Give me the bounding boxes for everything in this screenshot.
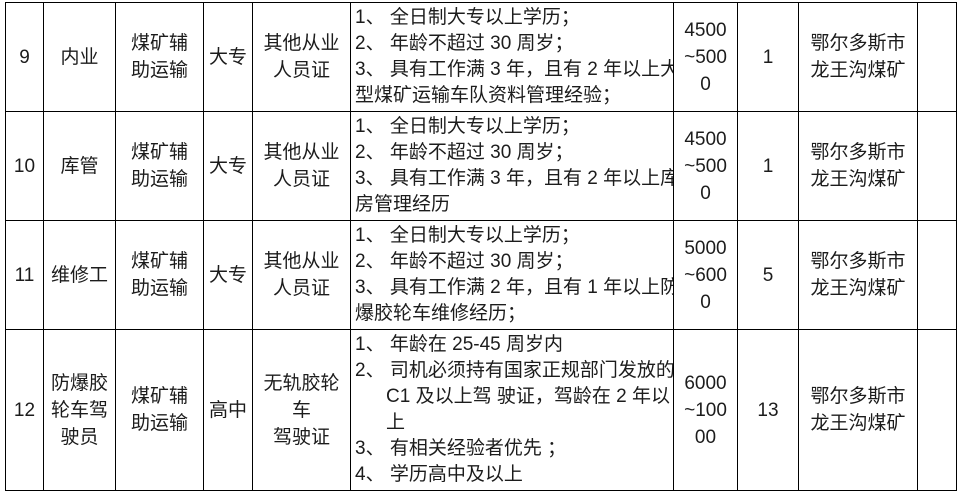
requirement-line: C1 及以上驾 驶证，驾龄在 2 年以	[386, 386, 670, 407]
requirement-line: 型煤矿运输车队资料管理经验；	[355, 85, 622, 106]
row-number-cell: 10	[5, 111, 44, 221]
requirements-cell: 1、 全日制大专以上学历； 2、 年龄不超过 30 周岁； 3、 具有工作满 2…	[350, 220, 674, 330]
requirement-line: 3、 有相关经验者优先 ；	[355, 438, 567, 459]
department-cell: 煤矿辅 助运输	[115, 220, 204, 330]
location-cell: 鄂尔多斯市 龙王沟煤矿	[798, 220, 918, 330]
department-cell: 煤矿辅 助运输	[115, 329, 204, 491]
note-cell	[917, 2, 957, 112]
table-row: 9 内业 煤矿辅 助运输 大专 其他从业 人员证 1、 全日制大专以上学历； 2…	[5, 2, 957, 112]
row-number-cell: 9	[5, 2, 44, 112]
salary-cell: 4500 ~500 0	[673, 111, 738, 221]
table-row: 11 维修工 煤矿辅 助运输 大专 其他从业 人员证 1、 全日制大专以上学历；…	[5, 220, 957, 330]
certificate-cell: 其他从业 人员证	[252, 111, 351, 221]
salary-cell: 6000 ~100 00	[673, 329, 738, 491]
note-cell	[917, 111, 957, 221]
row-number-cell: 11	[5, 220, 44, 330]
certificate-cell: 其他从业 人员证	[252, 220, 351, 330]
requirement-line: 4、 学历高中及以上	[355, 464, 523, 485]
note-cell	[917, 329, 957, 491]
location-cell: 鄂尔多斯市 龙王沟煤矿	[798, 329, 918, 491]
salary-cell: 5000 ~600 0	[673, 220, 738, 330]
requirement-line: 上	[386, 412, 406, 433]
headcount-cell: 1	[737, 111, 799, 221]
row-number-cell: 12	[5, 329, 44, 491]
position-cell: 内业	[43, 2, 116, 112]
location-cell: 鄂尔多斯市 龙王沟煤矿	[798, 2, 918, 112]
certificate-cell: 其他从业 人员证	[252, 2, 351, 112]
headcount-cell: 5	[737, 220, 799, 330]
requirement-line: 2、 年龄不超过 30 周岁；	[355, 251, 574, 272]
table-row: 10 库管 煤矿辅 助运输 大专 其他从业 人员证 1、 全日制大专以上学历； …	[5, 111, 957, 221]
education-cell: 高中	[203, 329, 253, 491]
requirement-line: 1、 年龄在 25-45 周岁内	[355, 334, 563, 355]
requirement-line: 2、 年龄不超过 30 周岁；	[355, 33, 574, 54]
job-recruitment-table: 9 内业 煤矿辅 助运输 大专 其他从业 人员证 1、 全日制大专以上学历； 2…	[5, 2, 957, 491]
requirement-line: 1、 全日制大专以上学历；	[355, 116, 580, 137]
requirement-line: 2、 年龄不超过 30 周岁；	[355, 142, 574, 163]
salary-cell: 4500 ~500 0	[673, 2, 738, 112]
requirement-line: 3、 具有工作满 2 年，且有 1 年以上防	[355, 277, 674, 298]
requirement-line: 房管理经历	[355, 194, 451, 215]
requirements-cell: 1、 年龄在 25-45 周岁内 2、 司机必须持有国家正规部门发放的 C1 及…	[350, 329, 674, 491]
position-cell: 防爆胶 轮车驾 驶员	[43, 329, 116, 491]
education-cell: 大专	[203, 220, 253, 330]
education-cell: 大专	[203, 111, 253, 221]
requirement-line: 3、 具有工作满 3 年，且有 2 年以上大	[355, 59, 674, 80]
table-row: 12 防爆胶 轮车驾 驶员 煤矿辅 助运输 高中 无轨胶轮 车 驾驶证 1、 年…	[5, 329, 957, 491]
requirements-cell: 1、 全日制大专以上学历； 2、 年龄不超过 30 周岁； 3、 具有工作满 3…	[350, 2, 674, 112]
location-cell: 鄂尔多斯市 龙王沟煤矿	[798, 111, 918, 221]
education-cell: 大专	[203, 2, 253, 112]
position-cell: 维修工	[43, 220, 116, 330]
requirements-cell: 1、 全日制大专以上学历； 2、 年龄不超过 30 周岁； 3、 具有工作满 3…	[350, 111, 674, 221]
headcount-cell: 1	[737, 2, 799, 112]
note-cell	[917, 220, 957, 330]
requirement-line: 2、 司机必须持有国家正规部门发放的	[355, 360, 674, 381]
headcount-cell: 13	[737, 329, 799, 491]
requirement-line: 1、 全日制大专以上学历；	[355, 225, 580, 246]
position-cell: 库管	[43, 111, 116, 221]
requirement-line: 爆胶轮车维修经历；	[355, 303, 527, 324]
requirement-line: 1、 全日制大专以上学历；	[355, 7, 580, 28]
department-cell: 煤矿辅 助运输	[115, 2, 204, 112]
requirement-line: 3、 具有工作满 3 年，且有 2 年以上库	[355, 168, 674, 189]
certificate-cell: 无轨胶轮 车 驾驶证	[252, 329, 351, 491]
department-cell: 煤矿辅 助运输	[115, 111, 204, 221]
